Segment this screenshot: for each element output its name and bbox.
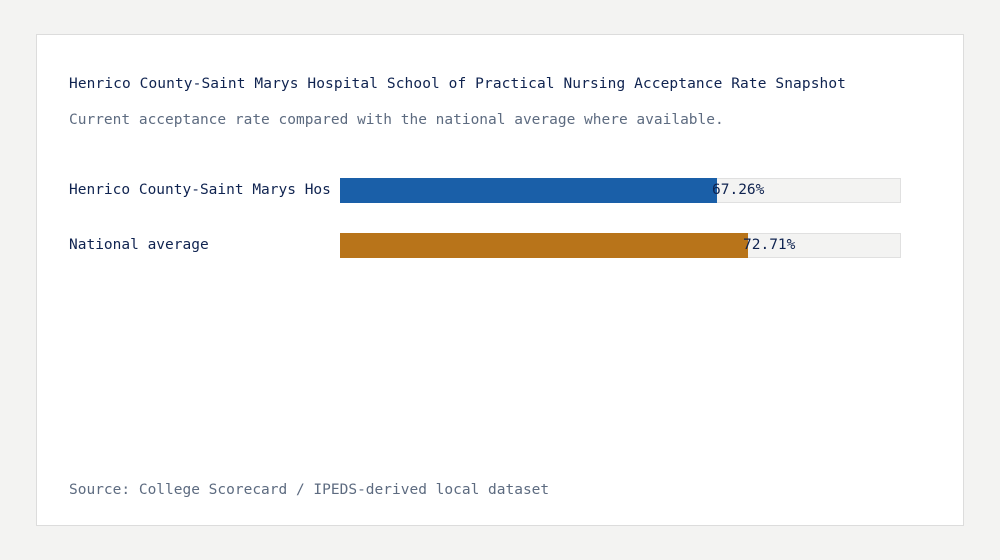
bar-track-school: 67.26% [340, 178, 901, 203]
bar-value-school: 67.26% [712, 182, 765, 198]
chart-title: Henrico County-Saint Marys Hospital Scho… [69, 76, 847, 92]
bar-row-school: Henrico County-Saint Marys Hos 67.26% [69, 178, 933, 203]
bar-label-national: National average [69, 237, 209, 253]
bar-label-school: Henrico County-Saint Marys Hos [69, 182, 331, 198]
source-note: Source: College Scorecard / IPEDS-derive… [69, 482, 550, 498]
bar-value-national: 72.71% [743, 237, 796, 253]
chart-subtitle: Current acceptance rate compared with th… [69, 112, 724, 128]
chart-card: Henrico County-Saint Marys Hospital Scho… [36, 34, 964, 526]
bar-row-national: National average 72.71% [69, 233, 933, 258]
bar-national [340, 233, 748, 258]
bar-track-national: 72.71% [340, 233, 901, 258]
bar-school [340, 178, 717, 203]
